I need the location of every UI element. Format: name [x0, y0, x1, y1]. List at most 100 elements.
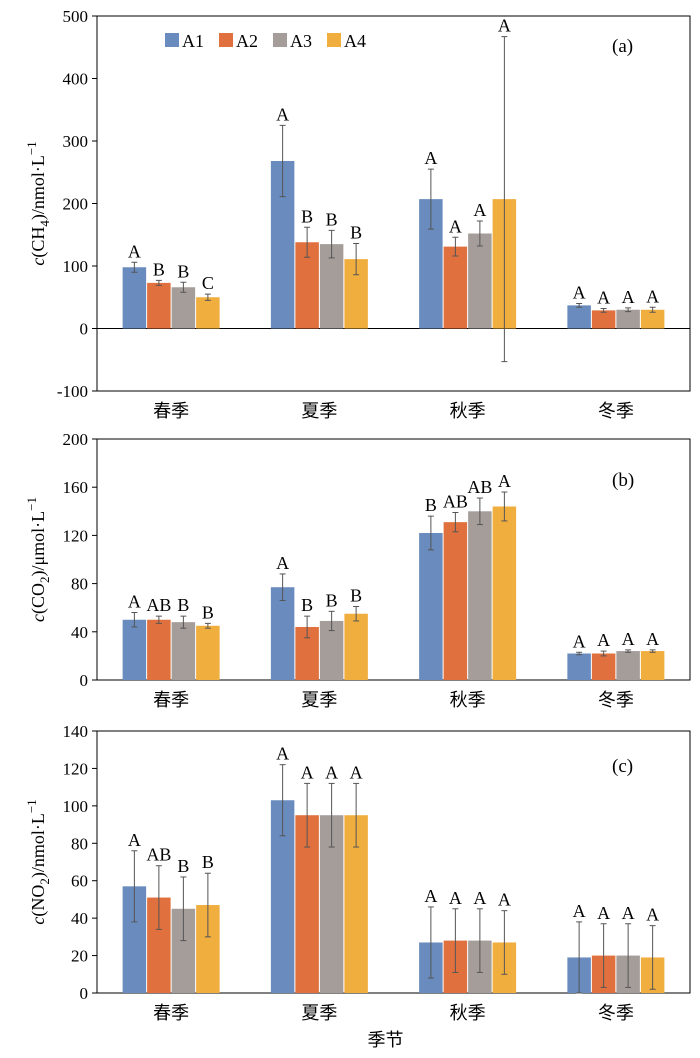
category-label: 冬季: [598, 690, 634, 711]
bar-A1-2: [270, 587, 295, 680]
y-tick-label: 100: [63, 797, 89, 816]
significance-letter: A: [276, 553, 289, 573]
significance-letter: A: [449, 888, 462, 908]
y-tick-label: 80: [71, 834, 88, 853]
y-tick-label: -100: [57, 382, 88, 401]
bar-A2-4: [591, 653, 616, 680]
y-tick-label: 0: [80, 671, 89, 690]
bar-A2-2: [295, 242, 319, 329]
y-tick-label: 200: [63, 430, 89, 449]
y-tick-label: 120: [63, 526, 89, 545]
significance-letter: A: [646, 629, 659, 649]
significance-letter: A: [622, 287, 635, 307]
category-label: 秋季: [450, 690, 486, 711]
significance-letter: A: [597, 630, 610, 650]
significance-letter: A: [424, 148, 437, 168]
panel-label: (b): [612, 470, 634, 491]
bar-A1-3: [419, 199, 443, 329]
bar-A3-3: [468, 233, 492, 329]
bar-A3-3: [468, 511, 492, 680]
panel-label: (a): [612, 36, 633, 57]
category-label: 冬季: [598, 401, 634, 422]
category-label: 春季: [153, 690, 189, 711]
bar-A4-4: [640, 651, 665, 680]
bar-A1-2: [270, 161, 295, 329]
y-tick-label: 40: [71, 623, 88, 642]
significance-letter: A: [276, 104, 289, 124]
significance-letter: C: [202, 273, 214, 293]
legend-label: A2: [236, 31, 258, 51]
bar-A1-1: [122, 886, 147, 993]
significance-letter: A: [622, 629, 635, 649]
bar-A3-2: [319, 620, 344, 680]
significance-letter: AB: [467, 477, 492, 497]
significance-letter: B: [425, 495, 437, 515]
significance-letter: B: [326, 209, 338, 229]
significance-letter: B: [202, 602, 214, 622]
significance-letter: A: [646, 286, 659, 306]
bar-A1-4: [567, 653, 591, 680]
legend: A1 A2 A3 A4: [165, 31, 366, 51]
plot-frame: [96, 730, 691, 994]
bar-A3-4: [616, 651, 640, 680]
y-tick-label: 0: [80, 984, 89, 1003]
bar-A1-1: [122, 267, 147, 329]
plot-frame: [96, 438, 691, 681]
significance-letter: B: [350, 223, 362, 243]
significance-letter: A: [573, 901, 586, 921]
bar-A3-2: [319, 244, 344, 329]
legend-label: A3: [290, 31, 312, 51]
significance-letter: A: [128, 830, 141, 850]
bar-A1-2: [270, 800, 295, 993]
bar-A2-2: [295, 815, 319, 993]
significance-letter: A: [301, 762, 314, 782]
bar-A2-1: [147, 619, 171, 680]
significance-letter: A: [498, 471, 511, 491]
significance-letter: B: [202, 852, 214, 872]
significance-letter: A: [350, 762, 363, 782]
y-tick-label: 80: [71, 575, 88, 594]
significance-letter: A: [622, 903, 635, 923]
legend-swatch: [219, 33, 233, 47]
bar-A1-3: [419, 532, 443, 680]
significance-letter: AB: [443, 492, 468, 512]
bar-A4-3: [492, 506, 517, 680]
bar-A4-4: [640, 309, 665, 329]
significance-letter: A: [325, 762, 338, 782]
bar-A4-1: [196, 297, 220, 329]
significance-letter: AB: [146, 595, 171, 615]
significance-letter: A: [498, 890, 511, 910]
bar-A2-1: [147, 897, 171, 993]
significance-letter: A: [597, 903, 610, 923]
y-tick-label: 500: [63, 7, 89, 26]
y-tick-label: 200: [63, 195, 89, 214]
significance-letter: A: [573, 631, 586, 651]
bar-A4-2: [344, 815, 368, 993]
bar-A4-2: [344, 259, 368, 329]
bar-A2-3: [443, 246, 468, 329]
legend-swatch: [327, 33, 341, 47]
bar-A3-1: [171, 287, 196, 329]
y-tick-label: 140: [63, 722, 89, 741]
legend-label: A1: [182, 31, 204, 51]
significance-letter: B: [301, 595, 313, 615]
category-label: 夏季: [301, 1003, 337, 1024]
plot-frame: [96, 15, 691, 392]
significance-letter: B: [177, 856, 189, 876]
legend-label: A4: [344, 31, 366, 51]
y-tick-label: 100: [63, 257, 89, 276]
significance-letter: B: [326, 590, 338, 610]
y-axis-title: c(CH4)/nmol·L−1: [24, 141, 52, 265]
bar-A2-3: [443, 522, 468, 680]
significance-letter: A: [424, 886, 437, 906]
bar-A4-1: [196, 905, 220, 993]
y-tick-label: 120: [63, 759, 89, 778]
significance-letter: A: [473, 888, 486, 908]
bar-A3-1: [171, 908, 196, 993]
bar-A3-2: [319, 815, 344, 993]
bar-A4-2: [344, 613, 368, 680]
y-tick-label: 40: [71, 909, 88, 928]
legend-swatch: [273, 33, 287, 47]
significance-letter: B: [350, 585, 362, 605]
